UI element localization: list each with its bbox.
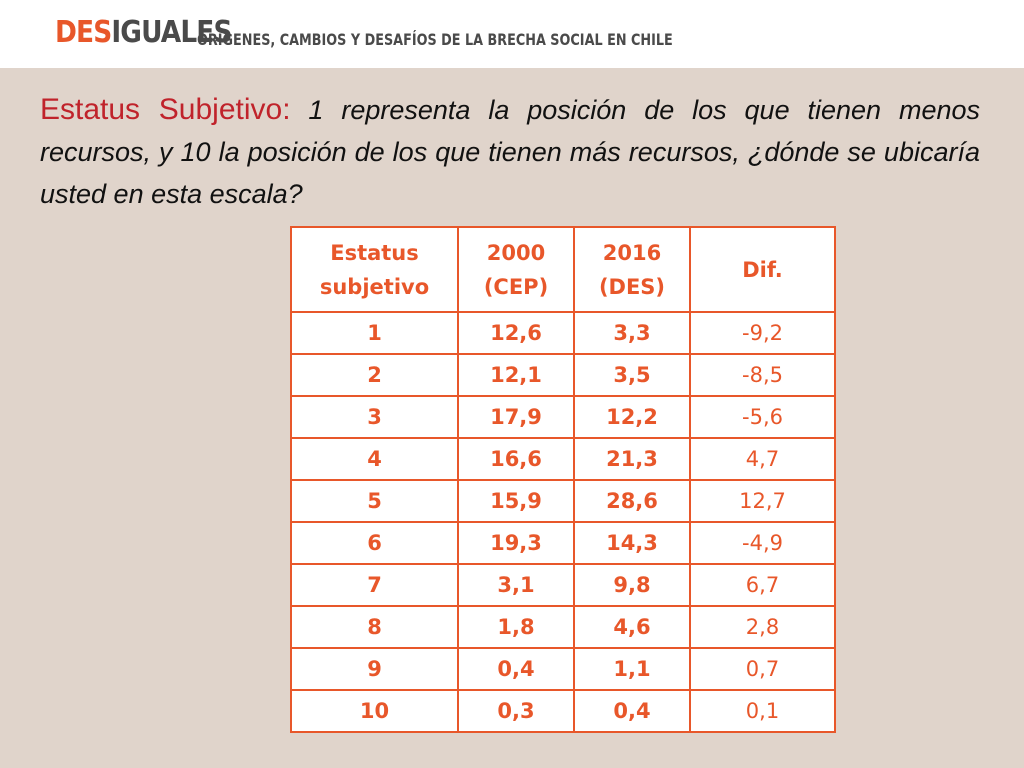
value-2016-cell: 28,6 bbox=[573, 479, 691, 523]
question-lead: Estatus Subjetivo: bbox=[40, 93, 291, 126]
status-cell: 6 bbox=[290, 521, 459, 565]
diff-cell: 6,7 bbox=[689, 563, 836, 607]
value-2000-cell: 3,1 bbox=[457, 563, 575, 607]
header-dif-label: Dif. bbox=[742, 257, 783, 282]
status-cell: 1 bbox=[290, 311, 459, 355]
value-2016-cell: 3,5 bbox=[573, 353, 691, 397]
value-2016-cell: 14,3 bbox=[573, 521, 691, 565]
diff-cell: 2,8 bbox=[689, 605, 836, 649]
table-row: 2 12,1 3,5 -8,5 bbox=[290, 353, 836, 397]
value-2000-cell: 19,3 bbox=[457, 521, 575, 565]
header: DESIGUALES ORÍGENES, CAMBIOS Y DESAFÍOS … bbox=[0, 0, 1024, 68]
status-table: Estatus subjetivo 2000 (CEP) 2016 (DES) Dif… bbox=[290, 226, 836, 733]
table-row: 8 1,8 4,6 2,8 bbox=[290, 605, 836, 649]
table-row: 5 15,9 28,6 12,7 bbox=[290, 479, 836, 523]
header-2000-line2: (CEP) bbox=[483, 274, 549, 299]
diff-cell: -9,2 bbox=[689, 311, 836, 355]
table-row: 4 16,6 21,3 4,7 bbox=[290, 437, 836, 481]
diff-cell: 0,1 bbox=[689, 689, 836, 733]
value-2016-cell: 21,3 bbox=[573, 437, 691, 481]
value-2000-cell: 0,4 bbox=[457, 647, 575, 691]
header-2016-line2: (DES) bbox=[598, 274, 666, 299]
header-2000-line1: 2000 bbox=[486, 240, 546, 265]
status-cell: 10 bbox=[290, 689, 459, 733]
header-estatus: Estatus subjetivo bbox=[290, 226, 459, 313]
diff-cell: -8,5 bbox=[689, 353, 836, 397]
value-2016-cell: 0,4 bbox=[573, 689, 691, 733]
value-2016-cell: 12,2 bbox=[573, 395, 691, 439]
value-2000-cell: 12,1 bbox=[457, 353, 575, 397]
table-row: 9 0,4 1,1 0,7 bbox=[290, 647, 836, 691]
header-estatus-line1: Estatus bbox=[330, 240, 419, 265]
value-2000-cell: 17,9 bbox=[457, 395, 575, 439]
diff-cell: 0,7 bbox=[689, 647, 836, 691]
value-2016-cell: 4,6 bbox=[573, 605, 691, 649]
question-text: Estatus Subjetivo: 1 representa la posic… bbox=[40, 89, 980, 215]
table-row: 3 17,9 12,2 -5,6 bbox=[290, 395, 836, 439]
header-2000: 2000 (CEP) bbox=[457, 226, 575, 313]
value-2000-cell: 15,9 bbox=[457, 479, 575, 523]
logo: DESIGUALES bbox=[55, 15, 232, 50]
table-body: 1 12,6 3,3 -9,2 2 12,1 3,5 -8,5 3 17,9 12,2 -5,6 4 16… bbox=[290, 311, 836, 733]
header-estatus-line2: subjetivo bbox=[319, 274, 430, 299]
value-2000-cell: 0,3 bbox=[457, 689, 575, 733]
logo-des: DES bbox=[55, 15, 112, 50]
status-cell: 7 bbox=[290, 563, 459, 607]
status-cell: 3 bbox=[290, 395, 459, 439]
value-2000-cell: 1,8 bbox=[457, 605, 575, 649]
value-2000-cell: 12,6 bbox=[457, 311, 575, 355]
diff-cell: -5,6 bbox=[689, 395, 836, 439]
table-row: 6 19,3 14,3 -4,9 bbox=[290, 521, 836, 565]
status-cell: 8 bbox=[290, 605, 459, 649]
table-row: 1 12,6 3,3 -9,2 bbox=[290, 311, 836, 355]
header-2016-line1: 2016 bbox=[602, 240, 662, 265]
header-subtitle: ORÍGENES, CAMBIOS Y DESAFÍOS DE LA BRECH… bbox=[197, 30, 673, 49]
value-2016-cell: 1,1 bbox=[573, 647, 691, 691]
diff-cell: 4,7 bbox=[689, 437, 836, 481]
question-body: 1 representa la posición de los que tien… bbox=[40, 95, 980, 209]
header-2016: 2016 (DES) bbox=[573, 226, 691, 313]
diff-cell: 12,7 bbox=[689, 479, 836, 523]
header-dif: Dif. bbox=[689, 226, 836, 313]
logo-iguales: IGUALES bbox=[111, 15, 232, 50]
status-cell: 9 bbox=[290, 647, 459, 691]
status-cell: 4 bbox=[290, 437, 459, 481]
table-row: 7 3,1 9,8 6,7 bbox=[290, 563, 836, 607]
diff-cell: -4,9 bbox=[689, 521, 836, 565]
table-row: 10 0,3 0,4 0,1 bbox=[290, 689, 836, 733]
status-cell: 2 bbox=[290, 353, 459, 397]
value-2016-cell: 3,3 bbox=[573, 311, 691, 355]
status-cell: 5 bbox=[290, 479, 459, 523]
table-header-row: Estatus subjetivo 2000 (CEP) 2016 (DES) Dif… bbox=[290, 226, 836, 313]
value-2000-cell: 16,6 bbox=[457, 437, 575, 481]
value-2016-cell: 9,8 bbox=[573, 563, 691, 607]
